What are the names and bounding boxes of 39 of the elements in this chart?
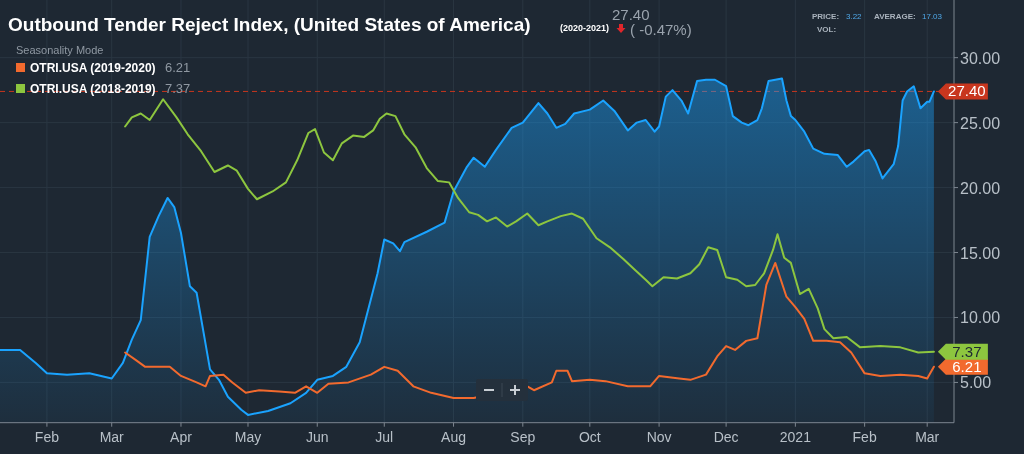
annotation: PRICE:	[812, 12, 840, 21]
text: (2020-2021)	[560, 23, 610, 33]
x-tick-label: Jun	[305, 428, 329, 445]
y-tick-label: 5.00	[960, 374, 992, 392]
y-tick-label: 30.00	[960, 49, 1001, 67]
x-tick-label: Apr	[170, 428, 193, 445]
x-tick-label: Feb	[34, 428, 60, 445]
y-tick-label: 10.00	[960, 309, 1001, 327]
annotation: VOL:	[817, 25, 837, 34]
x-tick-label: Mar	[99, 428, 125, 445]
y-tick-label: 25.00	[960, 114, 1001, 132]
text: Outbound Tender Reject Index, (United States of America)	[8, 14, 531, 35]
x-tick-label: Mar	[915, 428, 940, 445]
y-tick-label: 20.00	[960, 179, 1001, 197]
legend-label: OTRI.USA (2019-2020)	[30, 61, 156, 75]
x-tick-label: Feb	[852, 428, 877, 445]
data-label: 27.40	[948, 82, 986, 100]
y-tick-label: 15.00	[960, 244, 1001, 262]
annotation: 3.22	[846, 12, 863, 21]
annotation: 7.37	[165, 81, 191, 96]
annotation: ( -0.47%)	[630, 21, 692, 38]
x-tick-label: 2021	[779, 428, 812, 445]
x-tick-label: Nov	[646, 428, 672, 445]
data-label: 7.37	[952, 342, 982, 360]
line-series	[124, 261, 935, 400]
x-tick-label: Jul	[375, 428, 394, 445]
data-label: 6.21	[952, 357, 982, 375]
x-tick-label: Dec	[713, 428, 739, 445]
x-tick-label: May	[234, 428, 262, 445]
annotation: AVERAGE:	[874, 12, 916, 21]
annotation: 27.40	[612, 6, 650, 23]
annotation: 6.21	[165, 60, 191, 75]
x-tick-label: Aug	[441, 428, 466, 445]
annotation: 17.03	[922, 12, 943, 21]
x-tick-label: Oct	[578, 428, 601, 445]
line-series	[124, 98, 935, 354]
legend-title: Seasonality Mode	[16, 44, 104, 56]
x-tick-label: Sep	[510, 428, 536, 445]
legend-label: OTRI.USA (2018-2019)	[30, 82, 156, 96]
